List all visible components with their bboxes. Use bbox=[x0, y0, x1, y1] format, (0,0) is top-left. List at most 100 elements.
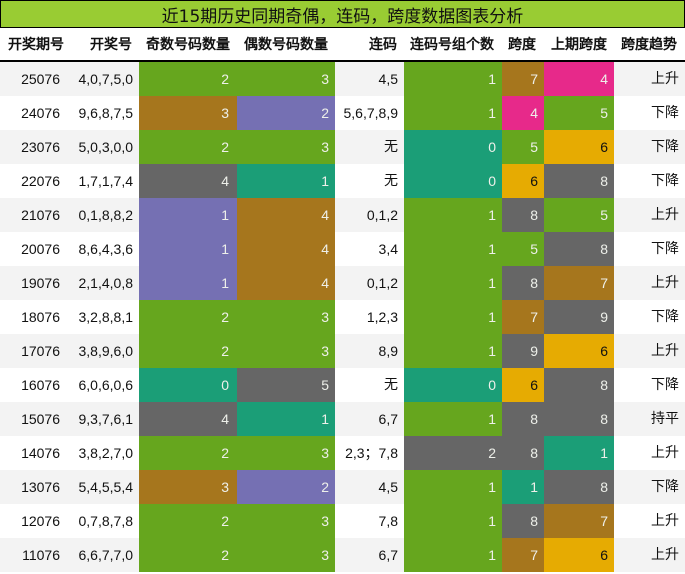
header-even-count: 偶数号码数量 bbox=[244, 37, 328, 53]
cell-consecutive: 4,5 bbox=[378, 479, 398, 495]
cell-period: 13076 bbox=[21, 479, 60, 495]
cell-prev-span: 5 bbox=[544, 96, 614, 130]
table-row: 23076 5,0,3,0,0 2 3 无 0 5 6 下降 bbox=[0, 130, 685, 164]
cell-numbers: 3,8,2,7,0 bbox=[78, 445, 134, 461]
cell-span-trend: 上升 bbox=[651, 513, 679, 529]
cell-even-count: 1 bbox=[237, 164, 335, 198]
cell-period: 14076 bbox=[21, 445, 60, 461]
cell-consecutive: 3,4 bbox=[378, 241, 398, 257]
cell-span: 5 bbox=[502, 232, 544, 266]
cell-even-count: 4 bbox=[237, 198, 335, 232]
cell-consec-groups: 0 bbox=[404, 164, 502, 198]
cell-consec-groups: 1 bbox=[404, 334, 502, 368]
cell-consec-groups: 1 bbox=[404, 402, 502, 436]
cell-prev-span: 7 bbox=[544, 266, 614, 300]
cell-numbers: 1,7,1,7,4 bbox=[78, 173, 134, 189]
cell-numbers: 8,6,4,3,6 bbox=[78, 241, 134, 257]
table-row: 15076 9,3,7,6,1 4 1 6,7 1 8 8 持平 bbox=[0, 402, 685, 436]
cell-prev-span: 7 bbox=[544, 504, 614, 538]
cell-even-count: 3 bbox=[237, 130, 335, 164]
cell-span: 4 bbox=[502, 96, 544, 130]
cell-consecutive: 7,8 bbox=[378, 513, 398, 529]
cell-consec-groups: 0 bbox=[404, 130, 502, 164]
table-row: 16076 6,0,6,0,6 0 5 无 0 6 8 下降 bbox=[0, 368, 685, 402]
cell-span-trend: 上升 bbox=[651, 547, 679, 563]
cell-span: 5 bbox=[502, 130, 544, 164]
cell-span-trend: 下降 bbox=[651, 139, 679, 155]
cell-even-count: 4 bbox=[237, 266, 335, 300]
cell-consecutive: 8,9 bbox=[378, 343, 398, 359]
cell-even-count: 1 bbox=[237, 402, 335, 436]
table-row: 22076 1,7,1,7,4 4 1 无 0 6 8 下降 bbox=[0, 164, 685, 198]
cell-even-count: 3 bbox=[237, 436, 335, 470]
cell-consec-groups: 2 bbox=[404, 436, 502, 470]
cell-even-count: 3 bbox=[237, 504, 335, 538]
cell-prev-span: 8 bbox=[544, 232, 614, 266]
cell-span-trend: 上升 bbox=[651, 207, 679, 223]
cell-consecutive: 无 bbox=[384, 173, 398, 189]
cell-odd-count: 2 bbox=[139, 300, 237, 334]
cell-prev-span: 6 bbox=[544, 130, 614, 164]
cell-span-trend: 上升 bbox=[651, 275, 679, 291]
table-row: 19076 2,1,4,0,8 1 4 0,1,2 1 8 7 上升 bbox=[0, 266, 685, 300]
cell-span: 8 bbox=[502, 504, 544, 538]
cell-numbers: 3,8,9,6,0 bbox=[78, 343, 134, 359]
cell-span-trend: 下降 bbox=[651, 173, 679, 189]
cell-consecutive: 0,1,2 bbox=[366, 207, 398, 223]
cell-span: 8 bbox=[502, 436, 544, 470]
cell-consec-groups: 1 bbox=[404, 96, 502, 130]
cell-period: 23076 bbox=[21, 139, 60, 155]
cell-consecutive: 4,5 bbox=[378, 71, 398, 87]
cell-even-count: 3 bbox=[237, 300, 335, 334]
cell-span-trend: 下降 bbox=[651, 241, 679, 257]
header-span-trend: 跨度趋势 bbox=[621, 37, 677, 53]
cell-consec-groups: 0 bbox=[404, 368, 502, 402]
cell-span: 7 bbox=[502, 538, 544, 572]
cell-prev-span: 9 bbox=[544, 300, 614, 334]
cell-numbers: 9,6,8,7,5 bbox=[78, 105, 134, 121]
cell-span-trend: 上升 bbox=[651, 71, 679, 87]
cell-prev-span: 6 bbox=[544, 334, 614, 368]
cell-even-count: 3 bbox=[237, 62, 335, 96]
header-span: 跨度 bbox=[508, 37, 536, 53]
cell-prev-span: 8 bbox=[544, 368, 614, 402]
cell-period: 16076 bbox=[21, 377, 60, 393]
cell-prev-span: 8 bbox=[544, 164, 614, 198]
cell-span: 9 bbox=[502, 334, 544, 368]
cell-odd-count: 1 bbox=[139, 198, 237, 232]
cell-odd-count: 2 bbox=[139, 62, 237, 96]
cell-consecutive: 5,6,7,8,9 bbox=[343, 105, 399, 121]
table-row: 18076 3,2,8,8,1 2 3 1,2,3 1 7 9 下降 bbox=[0, 300, 685, 334]
cell-odd-count: 0 bbox=[139, 368, 237, 402]
cell-odd-count: 1 bbox=[139, 266, 237, 300]
cell-numbers: 0,1,8,8,2 bbox=[78, 207, 134, 223]
cell-prev-span: 8 bbox=[544, 470, 614, 504]
table-row: 24076 9,6,8,7,5 3 2 5,6,7,8,9 1 4 5 下降 bbox=[0, 96, 685, 130]
cell-span-trend: 下降 bbox=[651, 105, 679, 121]
cell-odd-count: 4 bbox=[139, 402, 237, 436]
cell-consec-groups: 1 bbox=[404, 504, 502, 538]
cell-even-count: 2 bbox=[237, 470, 335, 504]
table-row: 13076 5,4,5,5,4 3 2 4,5 1 1 8 下降 bbox=[0, 470, 685, 504]
cell-prev-span: 1 bbox=[544, 436, 614, 470]
cell-consecutive: 6,7 bbox=[378, 411, 398, 427]
cell-prev-span: 5 bbox=[544, 198, 614, 232]
cell-odd-count: 2 bbox=[139, 436, 237, 470]
table-body: 25076 4,0,7,5,0 2 3 4,5 1 7 4 上升 24076 9,6,8,7,5 3 2… bbox=[0, 62, 685, 572]
cell-span: 8 bbox=[502, 266, 544, 300]
cell-prev-span: 6 bbox=[544, 538, 614, 572]
cell-span-trend: 下降 bbox=[651, 479, 679, 495]
cell-period: 12076 bbox=[21, 513, 60, 529]
cell-span-trend: 下降 bbox=[651, 377, 679, 393]
cell-span: 8 bbox=[502, 402, 544, 436]
cell-consecutive: 无 bbox=[384, 377, 398, 393]
cell-consec-groups: 1 bbox=[404, 232, 502, 266]
cell-span: 6 bbox=[502, 368, 544, 402]
cell-span: 1 bbox=[502, 470, 544, 504]
table-row: 20076 8,6,4,3,6 1 4 3,4 1 5 8 下降 bbox=[0, 232, 685, 266]
header-consecutive: 连码 bbox=[369, 37, 397, 53]
cell-numbers: 3,2,8,8,1 bbox=[78, 309, 134, 325]
cell-numbers: 0,7,8,7,8 bbox=[78, 513, 134, 529]
table-header: 开奖期号 开奖号 奇数号码数量 偶数号码数量 连码 连码号组个数 跨度 上期跨度… bbox=[0, 28, 685, 62]
cell-odd-count: 3 bbox=[139, 470, 237, 504]
